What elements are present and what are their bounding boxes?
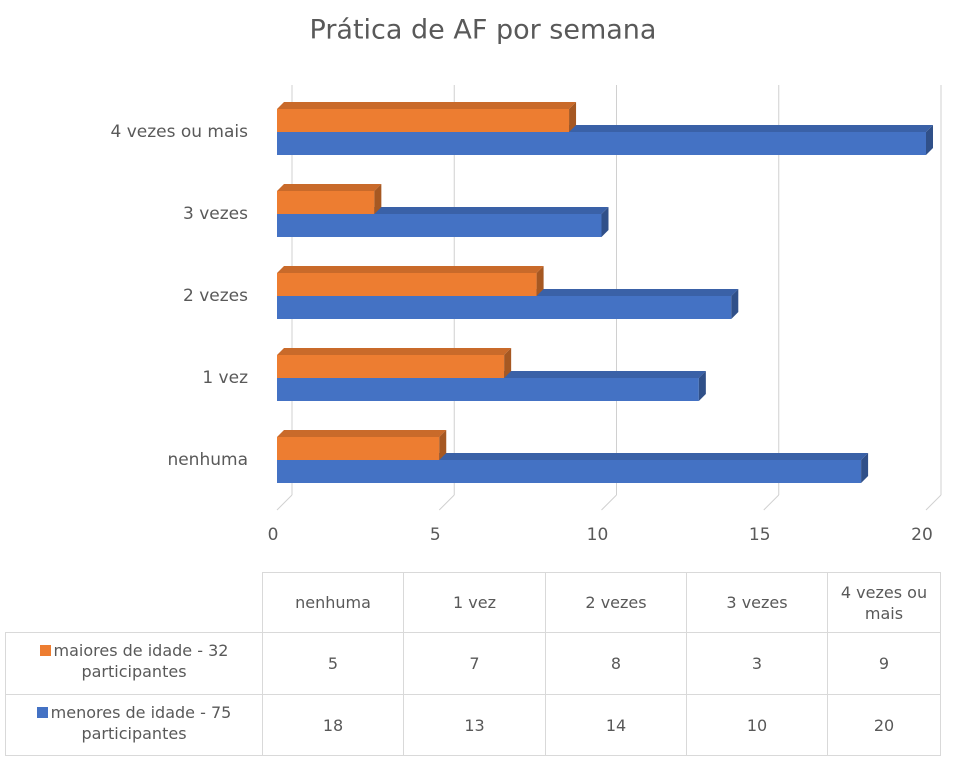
table-header: 2 vezes: [545, 572, 687, 633]
table-value: 3: [686, 632, 828, 695]
table-header: nenhuma: [262, 572, 404, 633]
table-value: 8: [545, 632, 687, 695]
bar-top: [277, 348, 512, 355]
bar: [277, 378, 699, 401]
bar: [277, 296, 732, 319]
x-tick-label: 5: [430, 525, 441, 545]
table-value: 10: [686, 694, 828, 756]
table-value: 14: [545, 694, 687, 756]
legend-key: [39, 645, 51, 656]
bar-side: [374, 184, 382, 214]
bar: [277, 132, 926, 155]
table-header: 3 vezes: [686, 572, 828, 633]
bar-top: [277, 266, 544, 273]
table-value: 7: [403, 632, 546, 695]
bar: [277, 273, 537, 296]
bar-side: [861, 453, 869, 483]
bar-top: [277, 430, 447, 437]
bar-side: [504, 348, 512, 378]
grid-floor-line: [763, 494, 780, 511]
bar-side: [536, 266, 544, 296]
table-value: 20: [827, 694, 941, 756]
bar-top: [277, 184, 382, 191]
bar-side: [601, 207, 609, 237]
table-value: 9: [827, 632, 941, 695]
table-header-text: 1 vez: [453, 593, 496, 612]
x-tick-label: 0: [268, 525, 279, 545]
grid-floor-line: [276, 494, 293, 511]
bar: [277, 191, 375, 214]
bar-side: [731, 289, 739, 319]
table-value-text: 7: [469, 654, 480, 673]
grid-floor-line: [438, 494, 455, 511]
bar-side: [569, 102, 577, 132]
table-header-text: nenhuma: [295, 593, 371, 612]
grid-floor-line: [925, 494, 942, 511]
x-tick-label: 15: [749, 525, 771, 545]
table-value: 5: [262, 632, 404, 695]
x-tick-label: 20: [911, 525, 933, 545]
table-value: 13: [403, 694, 546, 756]
y-tick-label: nenhuma: [167, 450, 248, 470]
y-tick-label: 4 vezes ou mais: [110, 122, 248, 142]
legend-key: [36, 707, 48, 718]
table-value-text: 5: [327, 654, 339, 673]
bar-side: [439, 430, 447, 460]
table-value-text: 8: [610, 654, 622, 673]
table-header-text: 3 vezes: [726, 593, 788, 612]
table-header: 1 vez: [403, 572, 546, 633]
table-header-text: 2 vezes: [585, 593, 647, 612]
legend-entry: maiores de idade - 32 participantes: [5, 632, 263, 695]
table-header: 4 vezes ou mais: [827, 572, 941, 633]
table-value-text: 3: [751, 654, 763, 673]
bar-side: [926, 125, 933, 155]
y-tick-label: 2 vezes: [183, 286, 248, 306]
y-tick-label: 1 vez: [202, 368, 248, 388]
bar: [277, 437, 440, 460]
legend-text: maiores de idade - 32 participantes: [53, 641, 229, 681]
x-tick-label: 10: [587, 525, 609, 545]
table-value: 18: [262, 694, 404, 756]
bar-side: [698, 371, 706, 401]
bar: [277, 109, 570, 132]
y-tick-label: 3 vezes: [183, 204, 248, 224]
table-value-text: 18: [322, 715, 344, 735]
grid-floor-line: [601, 494, 617, 511]
table-value-text: 20: [873, 715, 895, 735]
bar: [277, 214, 602, 237]
table-value-text: 10: [746, 715, 768, 735]
bar-top: [277, 102, 577, 109]
table-value-text: 9: [878, 654, 890, 673]
chart-title: Prática de AF por semana: [310, 15, 657, 46]
legend-entry: menores de idade - 75 participantes: [5, 694, 263, 756]
bar: [277, 355, 505, 378]
legend-text: menores de idade - 75 participantes: [50, 703, 232, 743]
table-header-text: 4 vezes ou mais: [840, 582, 928, 623]
table-value-text: 14: [605, 715, 627, 735]
bar: [277, 460, 862, 483]
table-value-text: 13: [464, 715, 485, 735]
